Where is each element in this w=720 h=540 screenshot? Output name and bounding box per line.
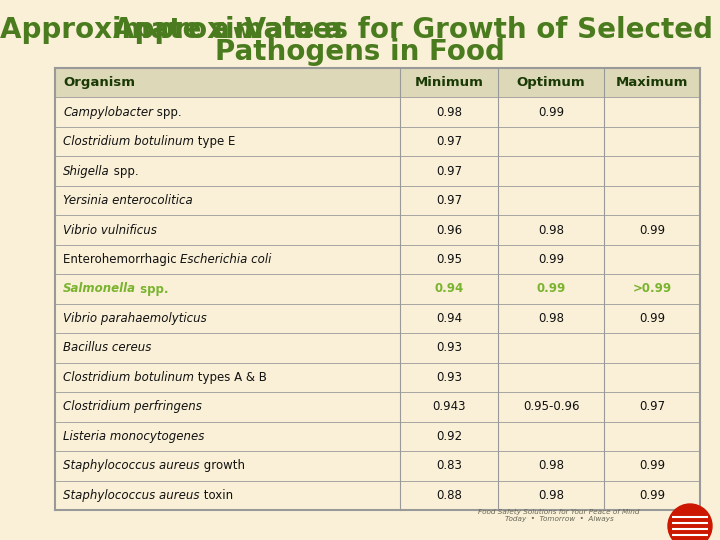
- Text: 0.93: 0.93: [436, 341, 462, 354]
- Text: Enterohemorrhagic: Enterohemorrhagic: [63, 253, 181, 266]
- Bar: [55, 157, 700, 186]
- Bar: [55, 186, 700, 215]
- Circle shape: [668, 504, 712, 540]
- Text: Escherichia coli: Escherichia coli: [181, 253, 271, 266]
- Text: 0.943: 0.943: [432, 400, 466, 413]
- Text: toxin: toxin: [199, 489, 233, 502]
- Text: 0.99: 0.99: [538, 253, 564, 266]
- Text: 0.95-0.96: 0.95-0.96: [523, 400, 580, 413]
- Text: 0.95: 0.95: [436, 253, 462, 266]
- Text: 0.92: 0.92: [436, 430, 462, 443]
- Text: 0.99: 0.99: [639, 489, 665, 502]
- Text: Clostridium botulinum: Clostridium botulinum: [63, 371, 194, 384]
- Bar: [55, 303, 700, 333]
- Text: Maximum: Maximum: [616, 76, 688, 89]
- Text: Bacillus cereus: Bacillus cereus: [63, 341, 151, 354]
- Text: Vibrio parahaemolyticus: Vibrio parahaemolyticus: [63, 312, 207, 325]
- Text: spp.: spp.: [136, 282, 168, 295]
- Text: 0.97: 0.97: [436, 194, 462, 207]
- Text: 0.97: 0.97: [639, 400, 665, 413]
- Bar: [55, 363, 700, 392]
- Bar: [55, 274, 700, 303]
- Text: 0.83: 0.83: [436, 460, 462, 472]
- Bar: [55, 97, 700, 127]
- Text: Approximate a: Approximate a: [113, 16, 343, 44]
- Text: Staphylococcus aureus: Staphylococcus aureus: [63, 489, 199, 502]
- Text: growth: growth: [199, 460, 245, 472]
- Text: Listeria monocytogenes: Listeria monocytogenes: [63, 430, 204, 443]
- Bar: [55, 245, 700, 274]
- Text: Shigella: Shigella: [63, 165, 109, 178]
- Bar: [55, 68, 700, 97]
- Text: 0.94: 0.94: [436, 312, 462, 325]
- Text: Yersinia enterocolitica: Yersinia enterocolitica: [63, 194, 193, 207]
- Text: 0.98: 0.98: [538, 224, 564, 237]
- Bar: [55, 333, 700, 363]
- Text: Optimum: Optimum: [517, 76, 585, 89]
- Text: Clostridium perfringens: Clostridium perfringens: [63, 400, 202, 413]
- Text: Minimum: Minimum: [415, 76, 484, 89]
- Text: 0.99: 0.99: [639, 312, 665, 325]
- Text: 0.98: 0.98: [538, 460, 564, 472]
- Text: 0.99: 0.99: [639, 460, 665, 472]
- Text: Vibrio vulnificus: Vibrio vulnificus: [63, 224, 157, 237]
- Bar: [55, 392, 700, 422]
- Text: 0.99: 0.99: [538, 106, 564, 119]
- Text: 0.88: 0.88: [436, 489, 462, 502]
- Text: Campylobacter: Campylobacter: [63, 106, 153, 119]
- Text: Values for Growth of Selected: Values for Growth of Selected: [235, 16, 713, 44]
- Bar: [55, 481, 700, 510]
- Text: 0.97: 0.97: [436, 135, 462, 148]
- Text: spp.: spp.: [153, 106, 181, 119]
- Text: Pathogens in Food: Pathogens in Food: [215, 38, 505, 66]
- Text: 0.94: 0.94: [434, 282, 464, 295]
- Text: types A & B: types A & B: [194, 371, 267, 384]
- Text: Staphylococcus aureus: Staphylococcus aureus: [63, 460, 199, 472]
- Text: 0.96: 0.96: [436, 224, 462, 237]
- Text: spp.: spp.: [109, 165, 138, 178]
- Text: 0.98: 0.98: [436, 106, 462, 119]
- Text: 0.98: 0.98: [538, 312, 564, 325]
- Text: type E: type E: [194, 135, 235, 148]
- Text: Approximate a: Approximate a: [0, 16, 230, 44]
- Text: 0.99: 0.99: [639, 224, 665, 237]
- Text: 0.93: 0.93: [436, 371, 462, 384]
- Bar: [55, 127, 700, 157]
- Text: 0.97: 0.97: [436, 165, 462, 178]
- Text: Food Safety Solutions for Your Peace of Mind
Today  •  Tomorrow  •  Always: Food Safety Solutions for Your Peace of …: [479, 509, 640, 522]
- Text: 0.98: 0.98: [538, 489, 564, 502]
- Bar: [55, 215, 700, 245]
- Text: 0.99: 0.99: [536, 282, 566, 295]
- Bar: [55, 422, 700, 451]
- Bar: [55, 451, 700, 481]
- Text: Salmonella: Salmonella: [63, 282, 136, 295]
- Text: Organism: Organism: [63, 76, 135, 89]
- Text: Clostridium botulinum: Clostridium botulinum: [63, 135, 194, 148]
- Text: >0.99: >0.99: [632, 282, 672, 295]
- Text: w: w: [232, 24, 250, 43]
